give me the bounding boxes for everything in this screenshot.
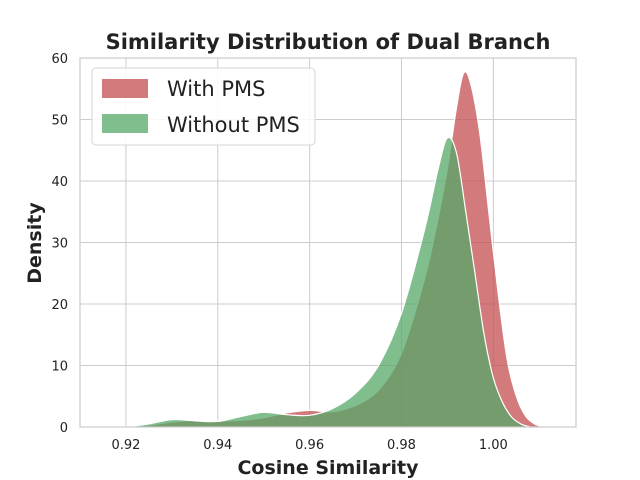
x-tick-label: 0.96 [295, 438, 324, 453]
y-tick-label: 30 [51, 237, 68, 252]
y-tick-label: 20 [51, 298, 68, 313]
chart-title: Similarity Distribution of Dual Branch [106, 30, 551, 54]
y-tick-label: 0 [60, 421, 68, 436]
legend-swatch-without-pms [102, 114, 148, 133]
legend-label-without-pms: Without PMS [167, 113, 300, 137]
y-tick-label: 40 [51, 175, 68, 190]
x-tick-label: 0.92 [111, 438, 140, 453]
y-tick-labels: 0 10 20 30 40 50 60 [51, 52, 68, 436]
x-axis-label: Cosine Similarity [237, 457, 419, 479]
series-areas [125, 71, 545, 428]
legend-label-with-pms: With PMS [167, 77, 265, 101]
y-tick-label: 60 [51, 52, 68, 67]
y-tick-label: 50 [51, 114, 68, 129]
x-tick-label: 1.00 [479, 438, 508, 453]
plot-frame [79, 57, 577, 428]
legend: With PMS Without PMS [91, 67, 316, 146]
area-without-pms [125, 137, 531, 427]
x-tick-label: 0.94 [203, 438, 232, 453]
x-tick-labels: 0.92 0.94 0.96 0.98 1.00 [111, 438, 507, 453]
legend-swatch-with-pms [102, 79, 148, 98]
outline-without-pms [125, 136, 531, 428]
y-axis-label: Density [24, 202, 46, 284]
x-tick-label: 0.98 [387, 438, 416, 453]
y-tick-label: 10 [51, 360, 68, 375]
